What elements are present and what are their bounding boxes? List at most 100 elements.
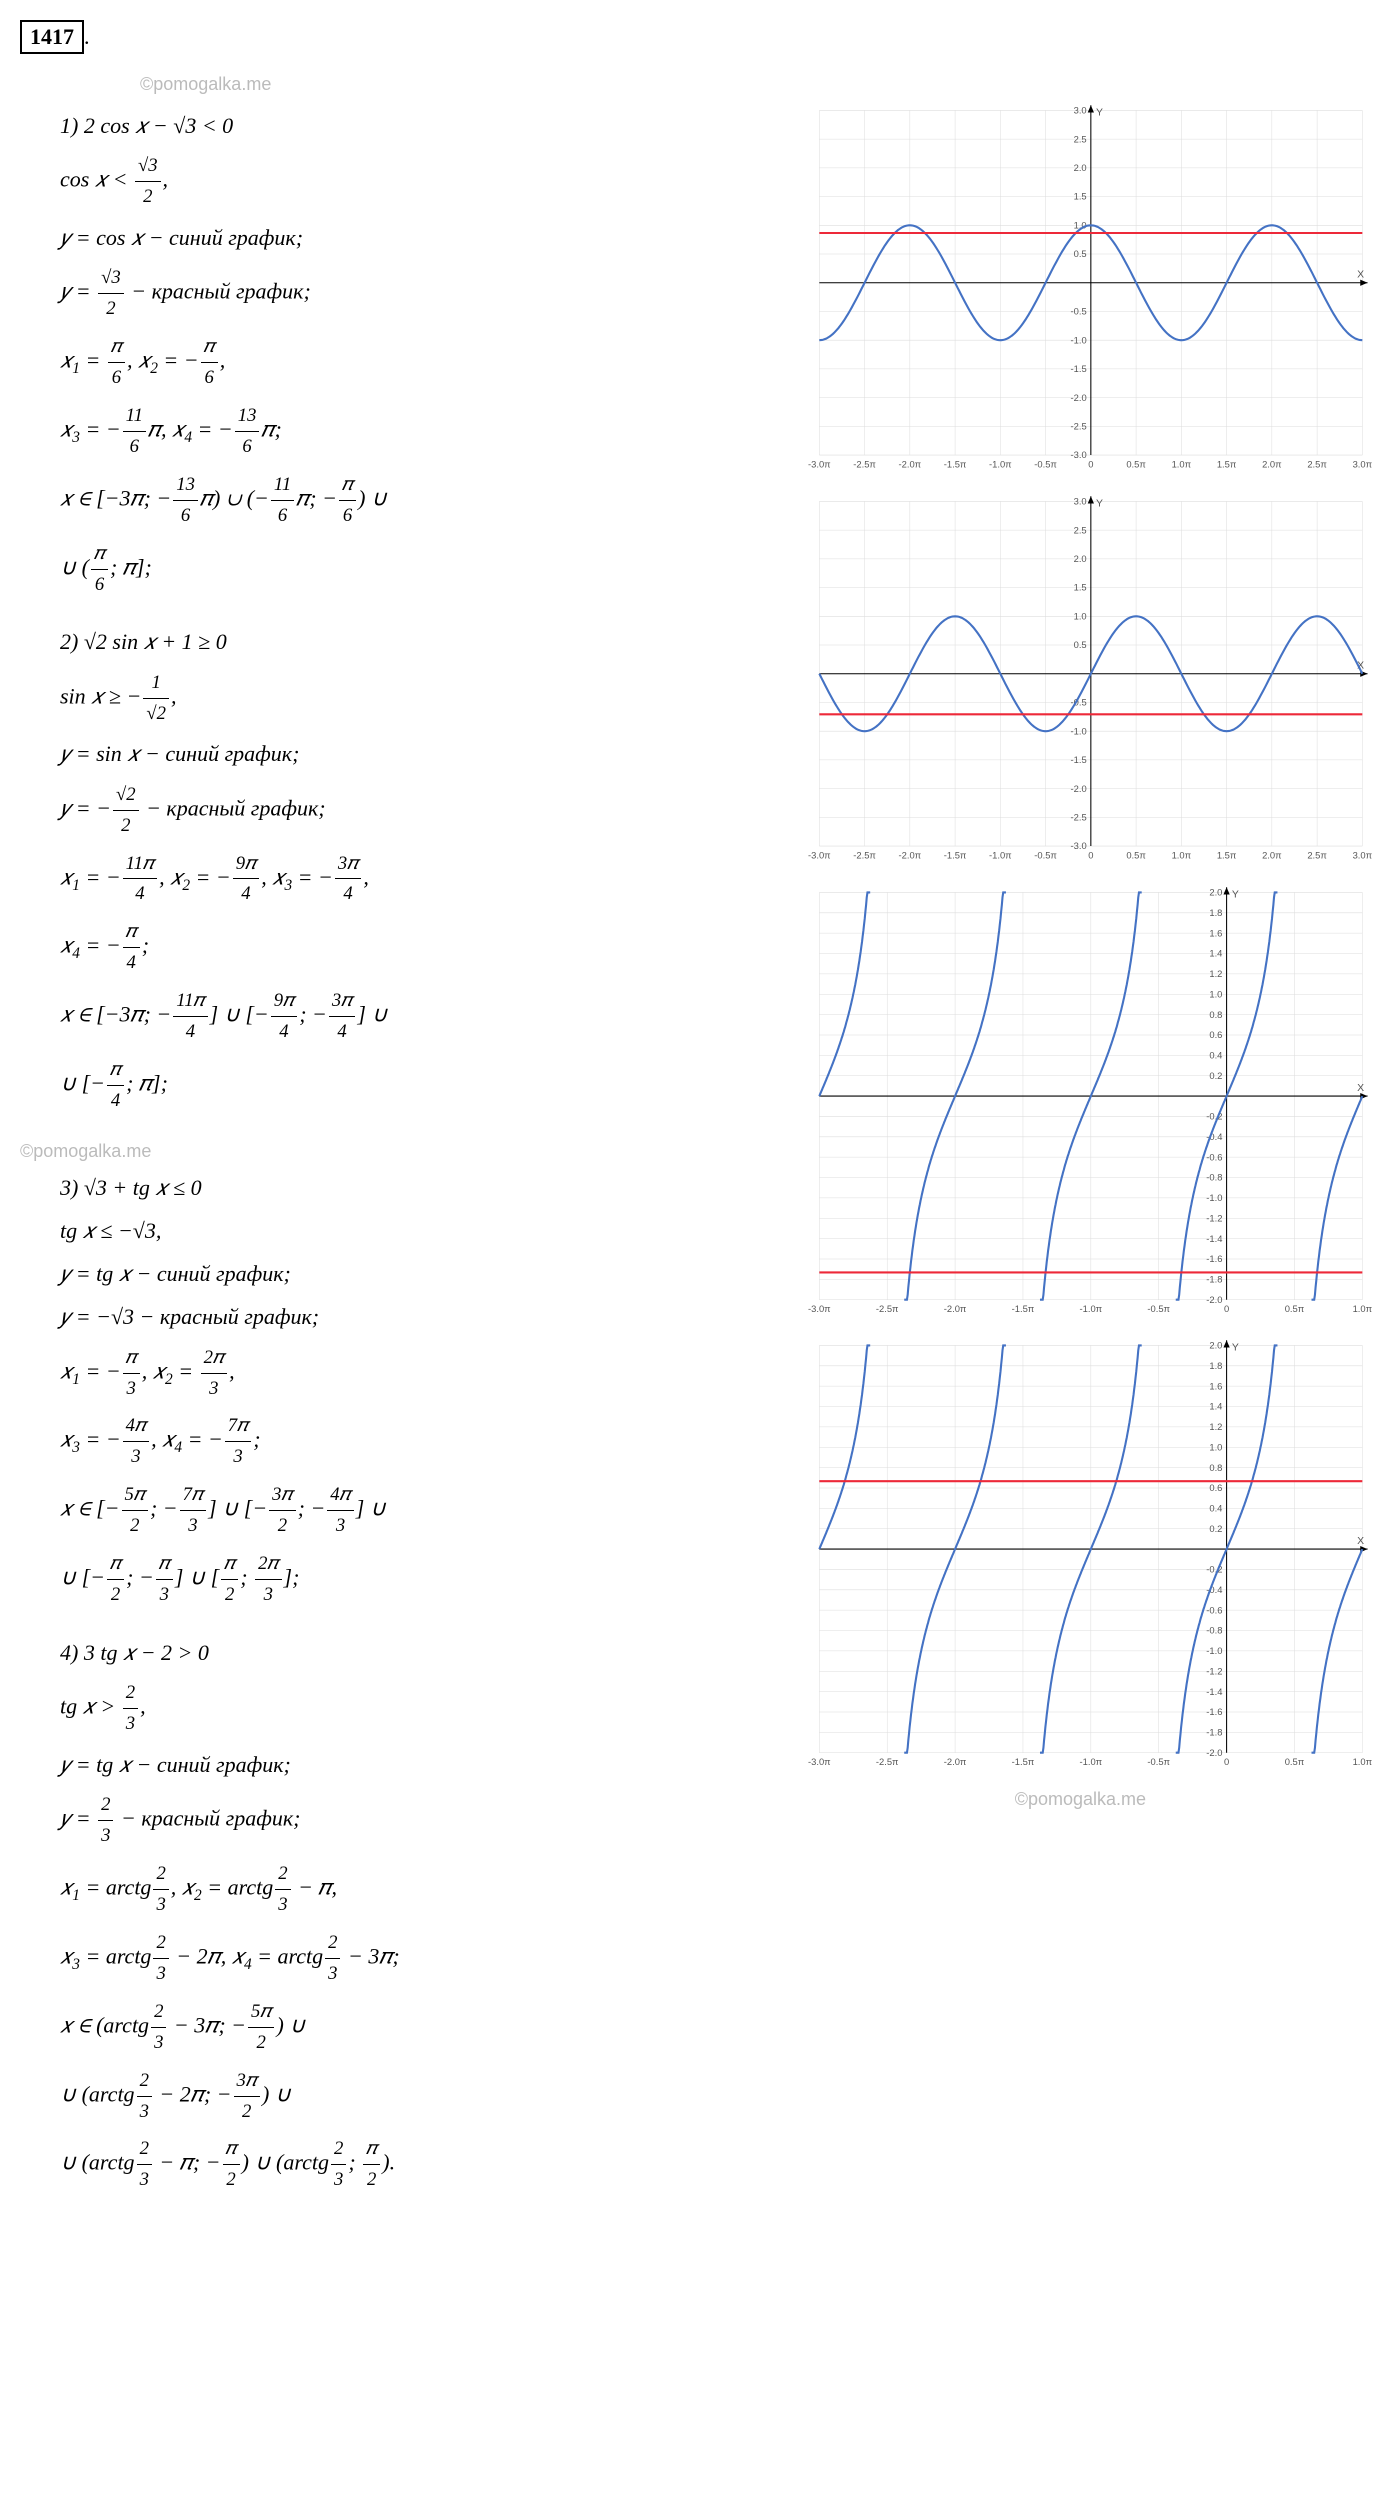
svg-text:-1.2: -1.2: [1206, 1666, 1222, 1677]
svg-text:-1.5π: -1.5π: [1012, 1757, 1035, 1768]
math-line: tg 𝑥 > 23,: [60, 1678, 768, 1739]
math-line: ∪ [−𝜋2; −𝜋3] ∪ [𝜋2; 2𝜋3];: [60, 1549, 768, 1610]
svg-text:-0.5: -0.5: [1071, 306, 1087, 317]
svg-text:3.0: 3.0: [1074, 496, 1087, 507]
svg-text:1.0: 1.0: [1209, 1442, 1222, 1453]
svg-text:-0.5π: -0.5π: [1147, 1303, 1170, 1314]
svg-text:-0.6: -0.6: [1206, 1151, 1222, 1162]
svg-text:1.6: 1.6: [1209, 927, 1222, 938]
svg-text:-2.0: -2.0: [1206, 1294, 1222, 1305]
svg-text:0.4: 0.4: [1209, 1049, 1222, 1060]
svg-text:-1.5π: -1.5π: [944, 459, 967, 470]
math-line: 1) 2 cos 𝑥 − √3 < 0: [60, 108, 768, 143]
svg-text:1.5: 1.5: [1074, 191, 1087, 202]
svg-text:Y: Y: [1232, 890, 1239, 901]
svg-text:0: 0: [1088, 459, 1093, 470]
svg-text:-2.5: -2.5: [1071, 420, 1087, 431]
svg-text:-1.8: -1.8: [1206, 1727, 1222, 1738]
svg-text:0.5: 0.5: [1074, 248, 1087, 259]
math-line: 𝑥1 = 𝜋6, 𝑥2 = −𝜋6,: [60, 332, 768, 393]
svg-text:1.5π: 1.5π: [1217, 459, 1237, 470]
svg-text:1.0: 1.0: [1074, 610, 1087, 621]
svg-text:-3.0π: -3.0π: [808, 850, 831, 861]
svg-text:-1.6: -1.6: [1206, 1707, 1222, 1718]
svg-text:X: X: [1357, 270, 1364, 281]
svg-text:2.0π: 2.0π: [1262, 459, 1282, 470]
svg-text:1.8: 1.8: [1209, 1360, 1222, 1371]
svg-text:0.5π: 0.5π: [1126, 459, 1146, 470]
svg-text:0.4: 0.4: [1209, 1503, 1222, 1514]
svg-text:2.0: 2.0: [1209, 1340, 1222, 1351]
math-line: tg 𝑥 ≤ −√3,: [60, 1213, 768, 1248]
math-line: 𝑥1 = arctg23, 𝑥2 = arctg23 − 𝜋,: [60, 1859, 768, 1920]
math-line: 𝑦 = tg 𝑥 − синий график;: [60, 1256, 768, 1291]
svg-text:1.2: 1.2: [1209, 968, 1222, 979]
math-line: 𝑥 ∈ [−5𝜋2; −7𝜋3] ∪ [−3𝜋2; −4𝜋3] ∪: [60, 1480, 768, 1541]
svg-text:2.5π: 2.5π: [1307, 850, 1327, 861]
svg-text:-3.0π: -3.0π: [808, 1757, 831, 1768]
svg-text:-1.2: -1.2: [1206, 1212, 1222, 1223]
svg-text:-2.0π: -2.0π: [944, 1757, 967, 1768]
svg-text:X: X: [1357, 1083, 1364, 1094]
svg-text:0.8: 0.8: [1209, 1462, 1222, 1473]
svg-text:-2.0: -2.0: [1071, 783, 1087, 794]
math-line: 𝑥3 = −116𝜋, 𝑥4 = −136𝜋;: [60, 401, 768, 462]
svg-text:1.5: 1.5: [1074, 582, 1087, 593]
svg-text:-2.5π: -2.5π: [853, 850, 876, 861]
svg-text:0.2: 0.2: [1209, 1523, 1222, 1534]
solution-section-4: 4) 3 tg 𝑥 − 2 > 0tg 𝑥 > 23,𝑦 = tg 𝑥 − си…: [20, 1635, 768, 2195]
svg-text:-2.5π: -2.5π: [853, 459, 876, 470]
math-line: 𝑥3 = −4𝜋3, 𝑥4 = −7𝜋3;: [60, 1411, 768, 1472]
svg-text:-2.0: -2.0: [1071, 392, 1087, 403]
math-line: 4) 3 tg 𝑥 − 2 > 0: [60, 1635, 768, 1670]
solution-section-3: 3) √3 + tg 𝑥 ≤ 0tg 𝑥 ≤ −√3,𝑦 = tg 𝑥 − си…: [20, 1170, 768, 1610]
svg-text:-2.0π: -2.0π: [899, 850, 922, 861]
svg-text:2.0: 2.0: [1209, 886, 1222, 897]
svg-text:-1.0: -1.0: [1071, 334, 1087, 345]
chart-svg: XY-3.0π-2.5π-2.0π-1.5π-1.0π-0.5π00.5π1.0…: [788, 491, 1373, 867]
svg-text:0.6: 0.6: [1209, 1483, 1222, 1494]
math-line: 𝑥4 = −𝜋4;: [60, 917, 768, 978]
svg-text:-0.5π: -0.5π: [1034, 459, 1057, 470]
solution-text: 1) 2 cos 𝑥 − √3 < 0 cos 𝑥 < √32, 𝑦 = cos 𝑥…: [20, 100, 768, 2220]
svg-text:1.0: 1.0: [1209, 988, 1222, 999]
svg-text:-1.5: -1.5: [1071, 754, 1087, 765]
svg-text:-2.0π: -2.0π: [944, 1303, 967, 1314]
svg-text:-1.0π: -1.0π: [989, 459, 1012, 470]
chart-svg: XY-3.0π-2.5π-2.0π-1.5π-1.0π-0.5π00.5π1.0…: [788, 1335, 1373, 1774]
svg-text:-3.0: -3.0: [1071, 840, 1087, 851]
problem-number: 1417: [20, 20, 84, 54]
math-line: 𝑦 = −√22 − красный график;: [60, 780, 768, 841]
svg-text:-3.0π: -3.0π: [808, 1303, 831, 1314]
svg-text:-1.0: -1.0: [1071, 725, 1087, 736]
svg-text:-2.5π: -2.5π: [876, 1303, 899, 1314]
svg-text:-1.4: -1.4: [1206, 1686, 1222, 1697]
svg-text:0: 0: [1224, 1757, 1229, 1768]
solution-section-2: 2) √2 sin 𝑥 + 1 ≥ 0sin 𝑥 ≥ −1√2,𝑦 = sin …: [20, 624, 768, 1115]
watermark: ©pomogalka.me: [788, 1789, 1373, 1810]
svg-text:-0.8: -0.8: [1206, 1625, 1222, 1636]
svg-text:-0.8: -0.8: [1206, 1172, 1222, 1183]
svg-text:1.6: 1.6: [1209, 1381, 1222, 1392]
math-line: ∪ (arctg23 − 2𝜋; −3𝜋2) ∪: [60, 2066, 768, 2127]
svg-text:1.0π: 1.0π: [1172, 459, 1192, 470]
svg-text:-1.0π: -1.0π: [1080, 1303, 1103, 1314]
svg-text:2.0: 2.0: [1074, 553, 1087, 564]
svg-text:-1.0: -1.0: [1206, 1192, 1222, 1203]
watermark: ©pomogalka.me: [140, 74, 1380, 95]
svg-text:3.0π: 3.0π: [1353, 459, 1373, 470]
math-line: cos 𝑥 < √32,: [60, 151, 768, 212]
math-line: 𝑦 = sin 𝑥 − синий график;: [60, 736, 768, 771]
svg-text:0.5π: 0.5π: [1285, 1303, 1305, 1314]
svg-text:3.0: 3.0: [1074, 105, 1087, 116]
svg-text:-1.0π: -1.0π: [1080, 1757, 1103, 1768]
math-line: 𝑦 = −√3 − красный график;: [60, 1299, 768, 1334]
svg-text:1.0π: 1.0π: [1353, 1757, 1373, 1768]
chart-svg: XY-3.0π-2.5π-2.0π-1.5π-1.0π-0.5π00.5π1.0…: [788, 882, 1373, 1321]
svg-text:-3.0: -3.0: [1071, 449, 1087, 460]
svg-text:2.0: 2.0: [1074, 162, 1087, 173]
math-line: 𝑦 = cos 𝑥 − синий график;: [60, 220, 768, 255]
math-line: 𝑥1 = −11𝜋4, 𝑥2 = −9𝜋4, 𝑥3 = −3𝜋4,: [60, 849, 768, 910]
chart-svg: XY-3.0π-2.5π-2.0π-1.5π-1.0π-0.5π00.5π1.0…: [788, 100, 1373, 476]
svg-text:0: 0: [1088, 850, 1093, 861]
